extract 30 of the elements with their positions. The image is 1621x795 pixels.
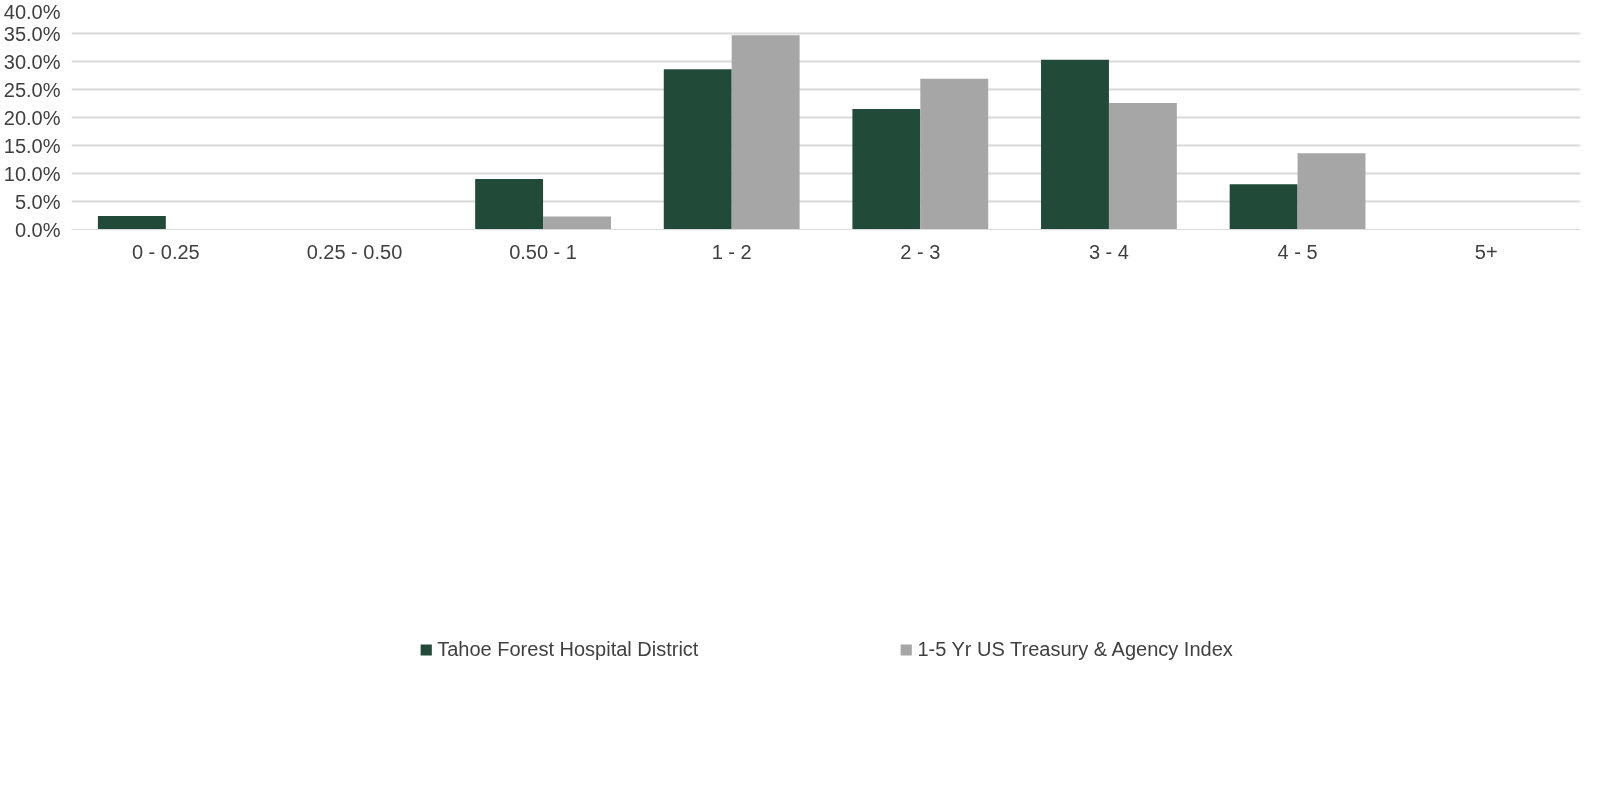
y-tick-label: 0.0% [14, 218, 61, 241]
bar [1297, 153, 1366, 230]
x-tick-label: 4 - 5 [1277, 240, 1318, 263]
bar [1041, 59, 1109, 230]
bar [475, 179, 544, 230]
legend-label: 1-5 Yr US Treasury & Agency Index [917, 637, 1233, 661]
y-tick-label: 15.0% [3, 134, 61, 157]
x-tick-label: 0.50 - 1 [509, 240, 577, 263]
bar [1229, 184, 1298, 230]
bar [852, 109, 921, 230]
y-tick-label: 25.0% [3, 78, 61, 101]
bar [1108, 102, 1177, 230]
x-tick-label: 2 - 3 [900, 240, 941, 263]
x-tick-label: 5+ [1474, 240, 1498, 263]
y-tick-label: 10.0% [3, 162, 61, 185]
bar [543, 216, 611, 230]
y-tick-label: 40.0% [3, 0, 61, 23]
x-tick-label: 1 - 2 [711, 240, 752, 263]
x-tick-label: 3 - 4 [1088, 240, 1129, 263]
y-tick-label: 5.0% [14, 190, 61, 213]
x-tick-label: 0.25 - 0.50 [306, 240, 403, 263]
y-tick-label: 30.0% [3, 50, 61, 73]
bar [663, 69, 732, 230]
bar [97, 216, 166, 230]
bar [731, 35, 800, 230]
y-tick-label: 20.0% [3, 106, 61, 129]
x-tick-label: 0 - 0.25 [131, 240, 200, 263]
legend-label: Tahoe Forest Hospital District [437, 637, 699, 661]
y-tick-label: 35.0% [3, 22, 61, 45]
bar [920, 78, 989, 230]
